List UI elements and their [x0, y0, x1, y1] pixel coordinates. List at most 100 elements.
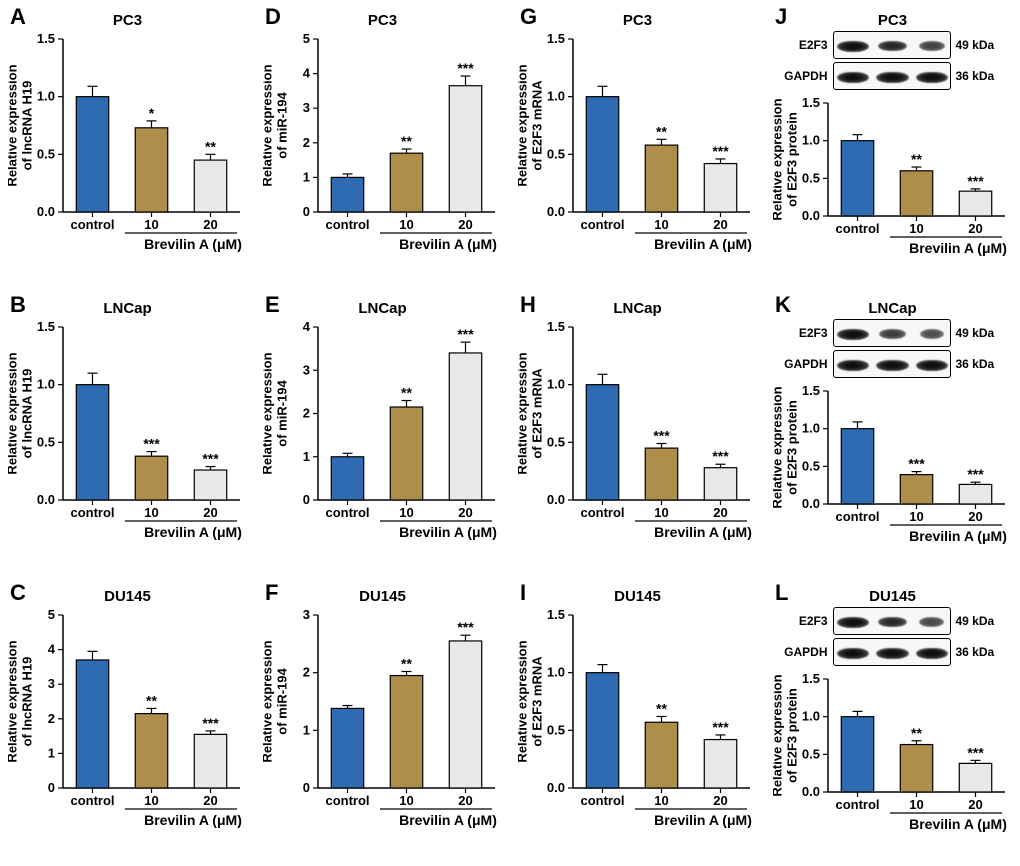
- blot-protein-label: E2F3: [783, 326, 833, 340]
- panel-H: HLNCap0.00.51.01.5control***10***20Brevi…: [510, 288, 765, 576]
- blot-box: [833, 62, 951, 90]
- blot-kda-label: 49 kDa: [951, 38, 1003, 52]
- panel-G: GPC30.00.51.01.5control**10***20Brevilin…: [510, 0, 765, 288]
- svg-text:0.0: 0.0: [801, 784, 819, 799]
- svg-text:of miR-194: of miR-194: [274, 380, 289, 447]
- svg-text:0.0: 0.0: [801, 496, 819, 511]
- blot-band: [878, 617, 907, 627]
- svg-text:Brevilin A (μM): Brevilin A (μM): [399, 812, 497, 828]
- panel-label: K: [775, 292, 791, 318]
- blot-band: [876, 72, 908, 83]
- svg-text:Relative expression: Relative expression: [773, 674, 785, 796]
- svg-text:***: ***: [653, 427, 670, 443]
- svg-text:0.5: 0.5: [801, 170, 819, 185]
- svg-text:control: control: [70, 793, 114, 808]
- svg-text:0: 0: [47, 780, 54, 795]
- chart-wrap: LNCap0.00.51.01.5control***10***20Brevil…: [6, 296, 249, 572]
- svg-text:Brevilin A (μM): Brevilin A (μM): [654, 812, 752, 828]
- western-blot-section: E2F349 kDaGAPDH36 kDa: [783, 31, 1003, 93]
- svg-text:0.5: 0.5: [801, 746, 819, 761]
- svg-text:control: control: [325, 217, 369, 232]
- svg-text:***: ***: [712, 719, 729, 735]
- svg-text:control: control: [580, 217, 624, 232]
- svg-text:0.5: 0.5: [546, 722, 564, 737]
- cell-line-title: PC3: [368, 12, 397, 29]
- svg-text:1.0: 1.0: [546, 377, 564, 392]
- svg-text:3: 3: [47, 676, 54, 691]
- svg-text:0.0: 0.0: [36, 492, 54, 507]
- blot-band: [916, 72, 948, 83]
- chart-wrap: DU1450.00.51.01.5control**10***20Brevili…: [516, 584, 759, 860]
- svg-text:10: 10: [144, 505, 158, 520]
- svg-text:0.5: 0.5: [801, 458, 819, 473]
- chart-wrap: LNCap01234control**10***20Brevilin A (μM…: [261, 296, 504, 572]
- svg-text:***: ***: [457, 326, 474, 342]
- svg-text:0.0: 0.0: [546, 204, 564, 219]
- chart-wrap: LNCap0.00.51.01.5control***10***20Brevil…: [516, 296, 759, 572]
- cell-line-title: DU145: [359, 588, 406, 605]
- svg-text:**: **: [656, 700, 667, 716]
- chart-wrap: DU145012345control**10***20Brevilin A (μ…: [6, 584, 249, 860]
- svg-text:of E2F3 mRNA: of E2F3 mRNA: [529, 80, 544, 171]
- panel-label: J: [775, 4, 787, 30]
- svg-text:Brevilin A (μM): Brevilin A (μM): [399, 524, 497, 540]
- blot-band: [920, 329, 944, 338]
- svg-text:1.0: 1.0: [801, 709, 819, 724]
- panel-label: I: [520, 580, 526, 606]
- svg-text:**: **: [401, 656, 412, 672]
- svg-text:Relative expression: Relative expression: [773, 386, 785, 508]
- svg-text:0.5: 0.5: [36, 434, 54, 449]
- svg-text:1.0: 1.0: [36, 377, 54, 392]
- panel-L: LDU145E2F349 kDaGAPDH36 kDa0.00.51.01.5c…: [765, 576, 1020, 864]
- chart-wrap: LNCapE2F349 kDaGAPDH36 kDa0.00.51.01.5co…: [771, 296, 1014, 572]
- svg-text:**: **: [656, 123, 667, 139]
- svg-text:3: 3: [302, 100, 309, 115]
- svg-text:20: 20: [458, 217, 472, 232]
- svg-text:20: 20: [968, 221, 982, 236]
- svg-text:Brevilin A (μM): Brevilin A (μM): [909, 528, 1007, 544]
- svg-text:control: control: [70, 505, 114, 520]
- blot-protein-label: GAPDH: [783, 69, 833, 83]
- svg-text:0.0: 0.0: [546, 780, 564, 795]
- svg-text:2: 2: [47, 711, 54, 726]
- western-blot-row: E2F349 kDa: [783, 607, 1003, 635]
- svg-text:Brevilin A (μM): Brevilin A (μM): [654, 236, 752, 252]
- panel-label: F: [265, 580, 278, 606]
- western-blot-section: E2F349 kDaGAPDH36 kDa: [783, 319, 1003, 381]
- panel-A: APC30.00.51.01.5control*10**20Brevilin A…: [0, 0, 255, 288]
- svg-text:***: ***: [967, 744, 984, 760]
- cell-line-title: DU145: [869, 588, 916, 605]
- svg-text:0: 0: [302, 780, 309, 795]
- svg-text:3: 3: [302, 362, 309, 377]
- blot-band: [837, 617, 869, 628]
- svg-text:2: 2: [302, 406, 309, 421]
- svg-text:20: 20: [713, 505, 727, 520]
- svg-text:2: 2: [302, 665, 309, 680]
- cell-line-title: PC3: [878, 12, 907, 29]
- blot-band: [837, 329, 869, 340]
- svg-text:20: 20: [203, 793, 217, 808]
- svg-text:10: 10: [909, 797, 923, 812]
- svg-text:10: 10: [909, 509, 923, 524]
- svg-text:5: 5: [302, 31, 309, 46]
- blot-protein-label: GAPDH: [783, 357, 833, 371]
- svg-text:**: **: [205, 138, 216, 154]
- panel-label: L: [775, 580, 788, 606]
- blot-band: [919, 41, 945, 51]
- svg-text:1.5: 1.5: [801, 383, 819, 398]
- svg-text:***: ***: [457, 60, 474, 76]
- cell-line-title: LNCap: [613, 300, 661, 317]
- svg-text:0.0: 0.0: [36, 204, 54, 219]
- svg-text:Brevilin A (μM): Brevilin A (μM): [144, 524, 242, 540]
- cell-line-title: LNCap: [358, 300, 406, 317]
- svg-text:control: control: [835, 509, 879, 524]
- cell-line-title: PC3: [113, 12, 142, 29]
- svg-text:10: 10: [654, 505, 668, 520]
- svg-text:10: 10: [909, 221, 923, 236]
- panel-K: KLNCapE2F349 kDaGAPDH36 kDa0.00.51.01.5c…: [765, 288, 1020, 576]
- blot-kda-label: 49 kDa: [951, 326, 1003, 340]
- svg-text:1.5: 1.5: [801, 95, 819, 110]
- svg-text:Relative expression: Relative expression: [263, 640, 275, 762]
- svg-text:4: 4: [47, 642, 55, 657]
- blot-band: [878, 41, 907, 51]
